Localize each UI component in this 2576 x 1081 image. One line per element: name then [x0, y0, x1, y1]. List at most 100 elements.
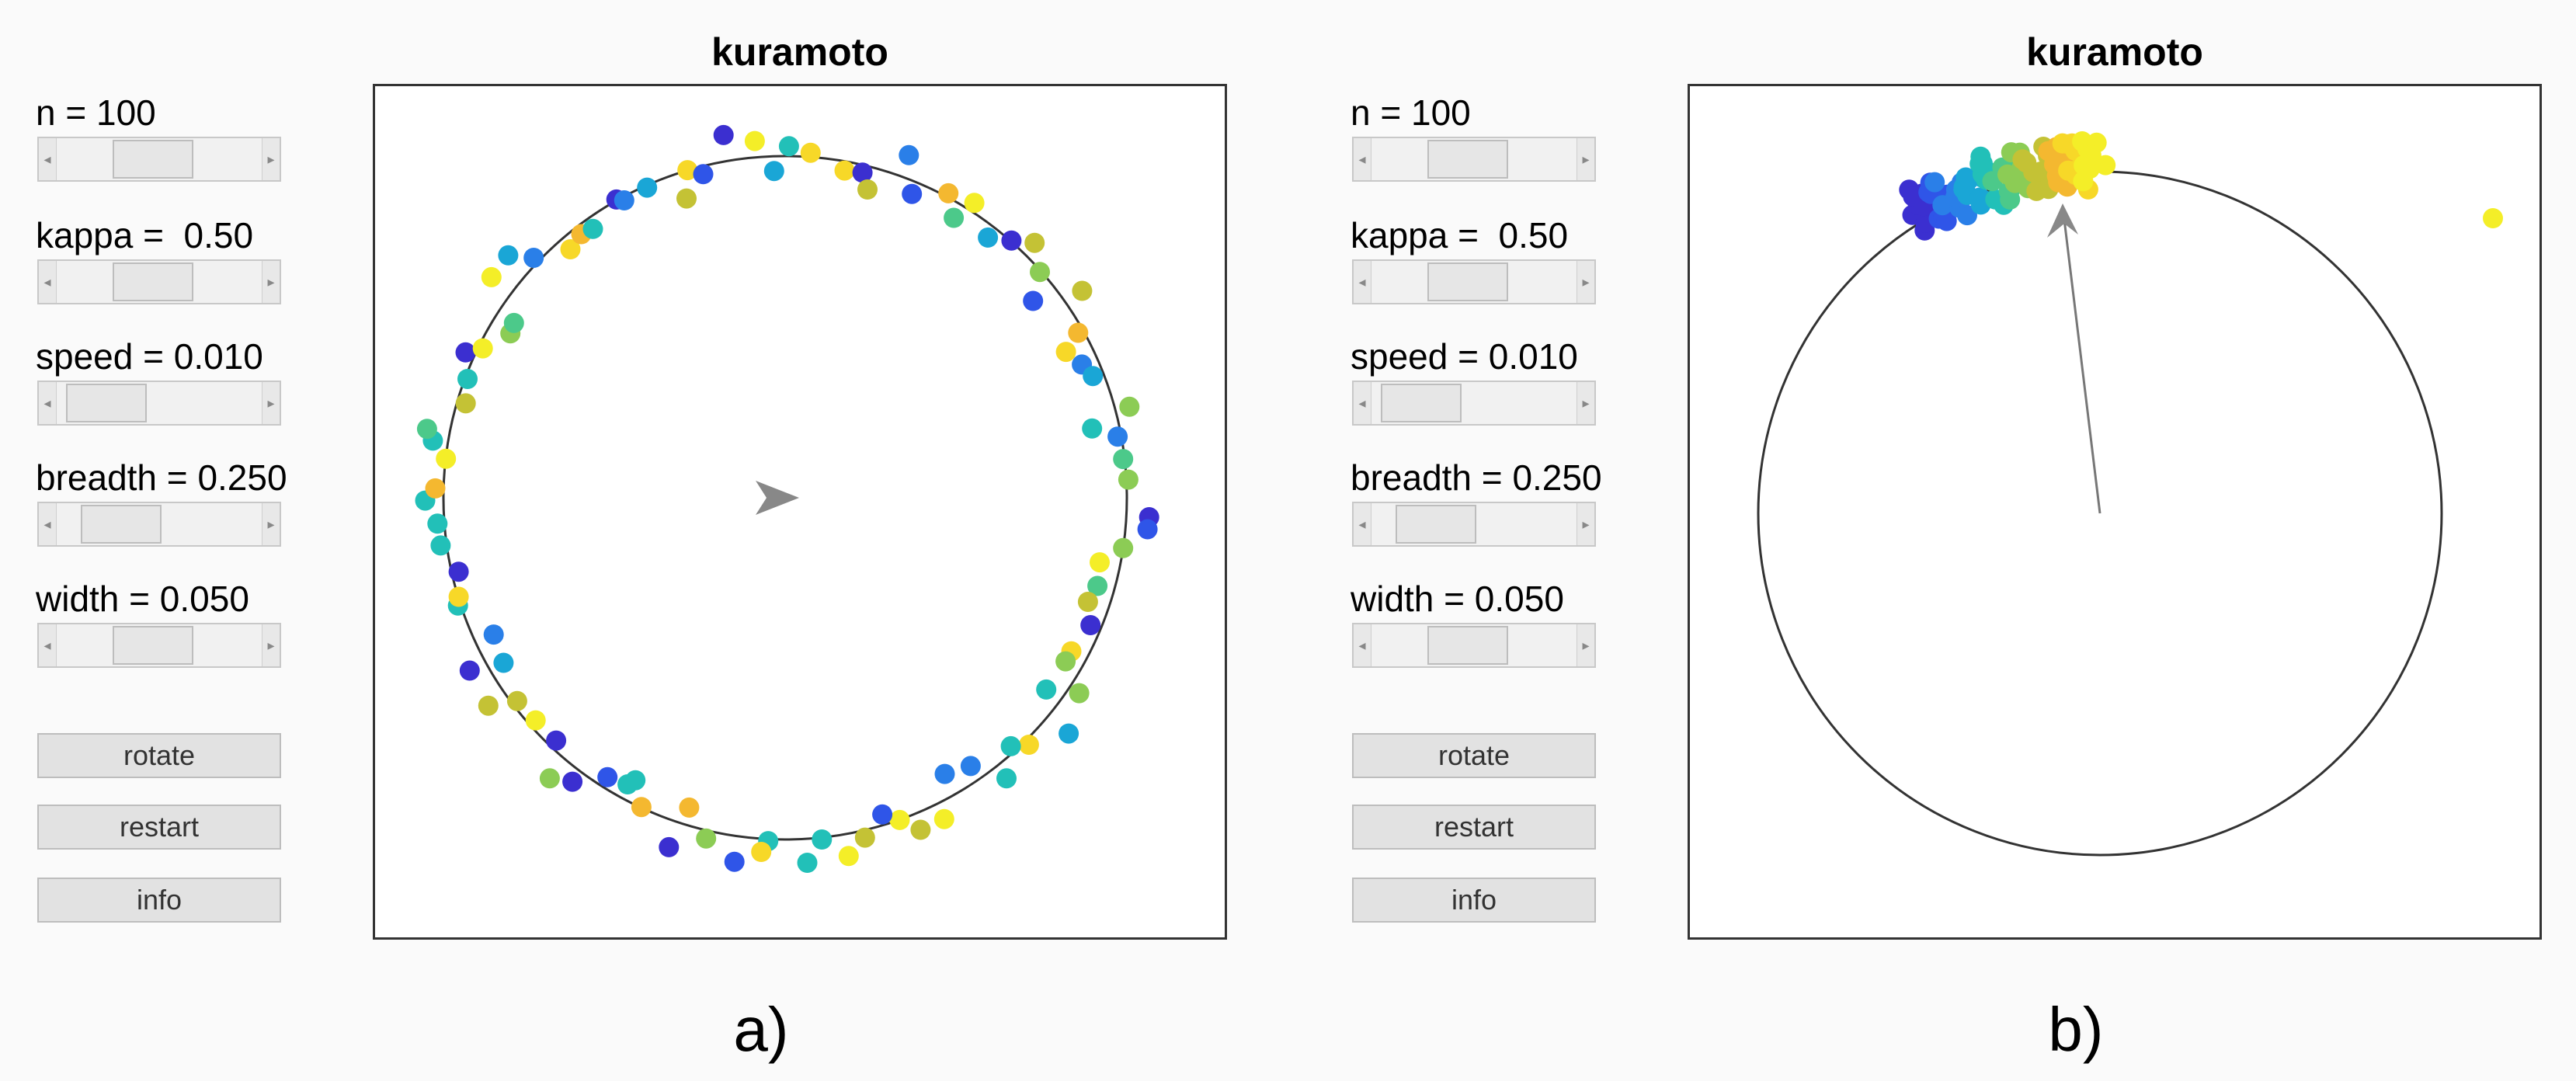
oscillator-dot [523, 248, 544, 268]
oscillator-plot [1757, 131, 2503, 857]
oscillator-dot [800, 142, 821, 163]
oscillator-dot [1080, 615, 1101, 635]
scroll-left-arrow-icon[interactable]: ◂ [39, 503, 57, 545]
order-parameter-line [2061, 206, 2101, 514]
oscillator-dot [889, 809, 910, 830]
slider-thumb[interactable] [112, 262, 193, 301]
slider-thumb[interactable] [112, 140, 193, 179]
slider-thumb[interactable] [1396, 505, 1477, 544]
slider-thumb[interactable] [1380, 384, 1462, 422]
oscillator-dot [1119, 396, 1140, 417]
scroll-right-arrow-icon[interactable]: ▸ [1577, 624, 1594, 666]
speed-slider[interactable]: ◂ ▸ [37, 381, 281, 426]
oscillator-dot [944, 207, 965, 228]
scroll-right-arrow-icon[interactable]: ▸ [262, 382, 280, 424]
scroll-left-arrow-icon[interactable]: ◂ [39, 382, 57, 424]
slider-thumb[interactable] [1427, 262, 1508, 301]
oscillator-dot [857, 179, 878, 200]
scroll-right-arrow-icon[interactable]: ▸ [1577, 503, 1594, 545]
n-slider[interactable]: ◂ ▸ [37, 137, 281, 182]
width-slider[interactable]: ◂ ▸ [1352, 623, 1596, 668]
oscillator-dot [964, 193, 985, 214]
scroll-right-arrow-icon[interactable]: ▸ [262, 624, 280, 666]
oscillator-dot [1087, 575, 1108, 596]
oscillator-dot [834, 160, 855, 181]
scroll-right-arrow-icon[interactable]: ▸ [262, 503, 280, 545]
oscillator-dot [448, 586, 469, 607]
oscillator-dot [1137, 519, 1158, 540]
panel-a: kuramoto n = 100 ◂ ▸ kappa = 0.50 ◂ ▸ sp… [36, 30, 1227, 1064]
slider-thumb[interactable] [1427, 626, 1508, 665]
speed-slider[interactable]: ◂ ▸ [1352, 381, 1596, 426]
scroll-left-arrow-icon[interactable]: ◂ [1354, 624, 1371, 666]
oscillator-plot [415, 124, 1159, 873]
caption: b) [2048, 995, 2104, 1064]
oscillator-dot [933, 808, 954, 829]
oscillator-dot [1059, 723, 1079, 744]
rotate-button[interactable]: rotate [1352, 733, 1596, 778]
scroll-right-arrow-icon[interactable]: ▸ [1577, 261, 1594, 303]
oscillator-dot [910, 819, 931, 840]
kappa-slider[interactable]: ◂ ▸ [1352, 259, 1596, 304]
scroll-left-arrow-icon[interactable]: ◂ [1354, 261, 1371, 303]
speed-label: speed = 0.010 [1351, 336, 1578, 377]
oscillator-dot [478, 695, 499, 716]
scroll-left-arrow-icon[interactable]: ◂ [1354, 138, 1371, 180]
plot-title: kuramoto [2026, 30, 2203, 74]
scroll-right-arrow-icon[interactable]: ▸ [1577, 382, 1594, 424]
oscillator-dot [503, 312, 524, 333]
oscillator-dot [582, 218, 603, 239]
scroll-left-arrow-icon[interactable]: ◂ [1354, 503, 1371, 545]
oscillator-dot [1055, 651, 1076, 672]
oscillator-dot [1077, 592, 1098, 612]
scroll-right-arrow-icon[interactable]: ▸ [1577, 138, 1594, 180]
info-button[interactable]: info [37, 878, 281, 923]
breadth-slider[interactable]: ◂ ▸ [1352, 502, 1596, 547]
oscillator-dot [472, 338, 493, 359]
oscillator-dot [1090, 552, 1110, 573]
oscillator-dot [617, 774, 638, 794]
oscillator-dot [425, 478, 446, 499]
scroll-left-arrow-icon[interactable]: ◂ [39, 138, 57, 180]
oscillator-dot [978, 227, 999, 248]
panel-b: kuramoto n = 100 ◂ ▸ kappa = 0.50 ◂ ▸ sp… [1315, 0, 2576, 1081]
width-label: width = 0.050 [36, 579, 249, 619]
oscillator-dot [1023, 290, 1044, 311]
oscillator-dot [677, 160, 698, 181]
rotate-button[interactable]: rotate [37, 733, 281, 778]
oscillator-dot [872, 804, 893, 825]
oscillator-dot [960, 756, 981, 777]
slider-thumb[interactable] [81, 505, 162, 544]
oscillator-dot [1069, 683, 1090, 704]
oscillator-dot [637, 177, 658, 198]
kappa-label: kappa = 0.50 [1351, 215, 1569, 255]
oscillator-dot [778, 136, 799, 157]
oscillator-dot [751, 842, 772, 862]
scroll-right-arrow-icon[interactable]: ▸ [262, 138, 280, 180]
oscillator-dot [724, 851, 745, 872]
slider-thumb[interactable] [1427, 140, 1508, 179]
oscillator-dot [1107, 426, 1128, 447]
oscillator-dot [797, 853, 818, 873]
scroll-right-arrow-icon[interactable]: ▸ [262, 261, 280, 303]
n-label: n = 100 [36, 92, 156, 133]
oscillator-dot [416, 419, 437, 440]
slider-thumb[interactable] [65, 384, 147, 422]
breadth-label: breadth = 0.250 [36, 457, 287, 498]
oscillator-dot [902, 183, 923, 204]
n-label: n = 100 [1351, 92, 1471, 133]
kappa-slider[interactable]: ◂ ▸ [37, 259, 281, 304]
scroll-left-arrow-icon[interactable]: ◂ [1354, 382, 1371, 424]
scroll-left-arrow-icon[interactable]: ◂ [39, 261, 57, 303]
info-button[interactable]: info [1352, 878, 1596, 923]
oscillator-dot [2483, 208, 2503, 228]
scroll-left-arrow-icon[interactable]: ◂ [39, 624, 57, 666]
slider-thumb[interactable] [112, 626, 193, 665]
oscillator-dot [525, 710, 546, 731]
restart-button[interactable]: restart [37, 805, 281, 850]
width-slider[interactable]: ◂ ▸ [37, 623, 281, 668]
restart-button[interactable]: restart [1352, 805, 1596, 850]
breadth-slider[interactable]: ◂ ▸ [37, 502, 281, 547]
oscillator-dot [763, 161, 784, 182]
n-slider[interactable]: ◂ ▸ [1352, 137, 1596, 182]
